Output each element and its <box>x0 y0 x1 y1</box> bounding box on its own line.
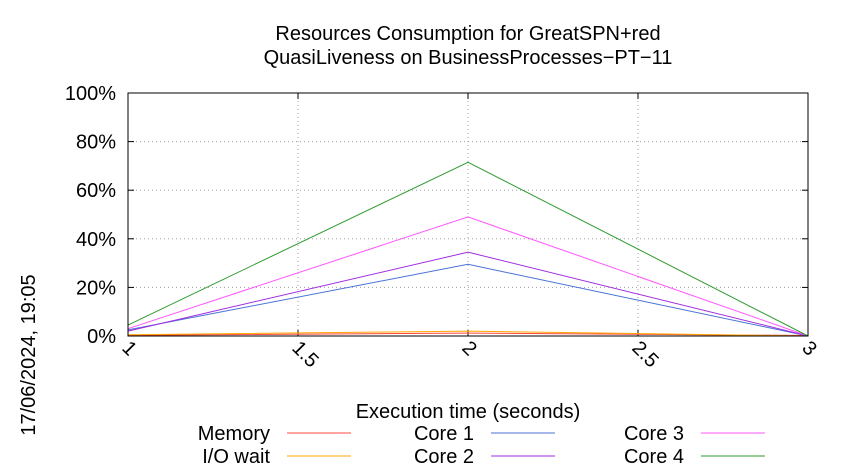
legend-label-core-2: Core 2 <box>414 446 474 468</box>
grid-lines <box>128 93 808 336</box>
y-tick-label: 20% <box>76 277 116 299</box>
series-line-core-4 <box>127 161 809 337</box>
chart-title-line-2: QuasiLiveness on BusinessProcesses−PT−11 <box>264 47 673 69</box>
y-tick-label: 80% <box>76 132 116 154</box>
x-tick-label: 2 <box>457 337 480 360</box>
legend-label-memory: Memory <box>198 423 270 445</box>
x-tick-label: 1 <box>117 337 140 360</box>
series-line-core-3 <box>127 216 809 337</box>
y-tick-label: 0% <box>87 326 116 348</box>
series-lines <box>127 161 809 337</box>
x-axis-label: Execution time (seconds) <box>356 401 581 423</box>
series-line-core-1 <box>127 263 809 337</box>
timestamp-label: 17/06/2024, 19:05 <box>18 274 40 435</box>
x-axis-ticks: 1 1.5 2 2.5 3 <box>117 93 821 372</box>
y-tick-label: 60% <box>76 180 116 202</box>
legend-label-core-1: Core 1 <box>414 423 474 445</box>
x-tick-label: 1.5 <box>287 337 322 372</box>
y-tick-label: 40% <box>76 229 116 251</box>
legend-label-core-3: Core 3 <box>624 423 684 445</box>
y-tick-label: 100% <box>65 83 116 105</box>
legend-label-i-o-wait: I/O wait <box>202 446 270 468</box>
legend-label-core-4: Core 4 <box>624 446 684 468</box>
x-tick-label: 3 <box>797 337 820 360</box>
plot-frame <box>127 92 809 337</box>
y-axis-ticks: 0% 20% 40% 60% 80% 100% <box>65 83 808 348</box>
series-line-core-2 <box>127 251 809 337</box>
series-line-i-o-wait <box>127 330 809 337</box>
x-tick-label: 2.5 <box>627 337 662 372</box>
chart-title-line-1: Resources Consumption for GreatSPN+red <box>275 23 660 45</box>
